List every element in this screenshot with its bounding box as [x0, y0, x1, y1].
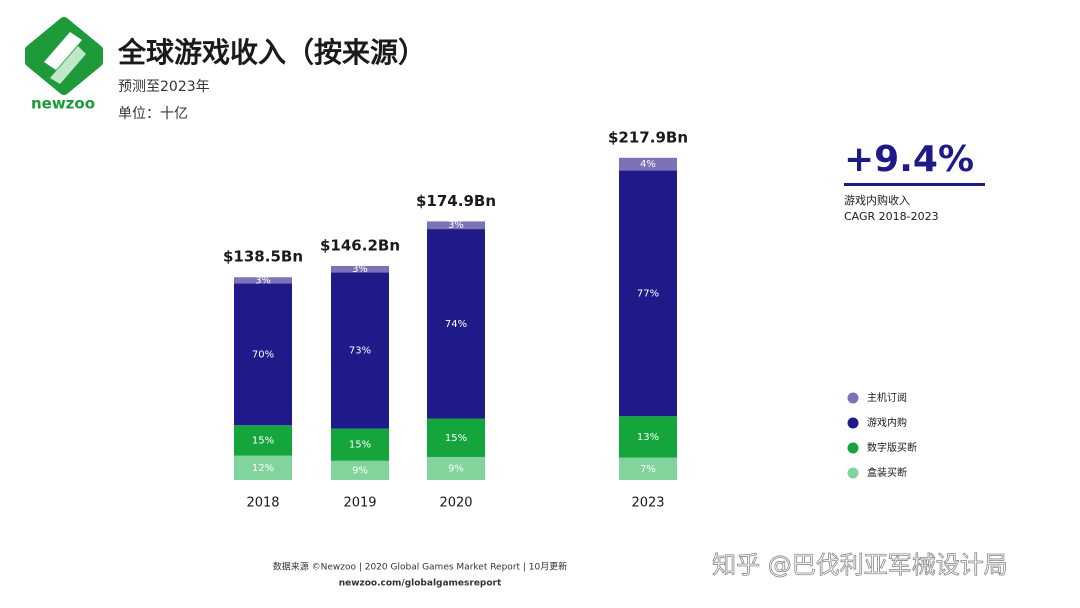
bar-segment [234, 455, 292, 480]
total-label: $138.5Bn [223, 248, 303, 266]
bar-segment [427, 229, 485, 419]
total-label: $146.2Bn [320, 236, 400, 254]
subtitle: 预测至2023年 [118, 79, 210, 95]
bar-segment [619, 157, 677, 171]
bar-segment [234, 277, 292, 284]
bar-segment [331, 428, 389, 461]
total-label: $174.9Bn [416, 192, 496, 210]
legend-swatch [847, 392, 859, 404]
segment-label: 15% [349, 440, 371, 451]
watermark: 知乎 @巴伐利亚军械设计局 [712, 551, 1008, 579]
legend-swatch [847, 417, 859, 429]
bar-segment [234, 283, 292, 426]
total-label: $217.9Bn [608, 128, 688, 146]
segment-label: 12% [252, 463, 274, 474]
segment-label: 7% [640, 464, 656, 475]
legend-label: 盒装买断 [867, 466, 907, 479]
segment-label: 15% [252, 435, 274, 446]
x-tick-label: 2023 [631, 496, 664, 511]
logo: newzoo [25, 17, 103, 113]
source-url: newzoo.com/globalgamesreport [339, 579, 502, 589]
segment-label: 3% [352, 264, 368, 275]
legend-label: 数字版买断 [867, 441, 917, 454]
segment-label: 15% [445, 433, 467, 444]
bar-segment [427, 456, 485, 480]
legend-label: 游戏内购 [867, 416, 907, 429]
x-tick-label: 2020 [439, 496, 472, 511]
unit: 单位：十亿 [118, 106, 188, 122]
segment-label: 70% [252, 349, 274, 360]
x-tick-label: 2018 [246, 496, 279, 511]
bar-segment [619, 170, 677, 417]
source: 数据来源 ©Newzoo | 2020 Global Games Market … [273, 561, 568, 573]
title: 全球游戏收入（按来源） [117, 36, 426, 69]
segment-label: 74% [445, 319, 467, 330]
callout-label: 游戏内购收入 [844, 193, 910, 207]
segment-label: 3% [448, 220, 464, 231]
bar-segment [619, 416, 677, 458]
legend-swatch [847, 442, 859, 454]
x-tick-label: 2019 [343, 496, 376, 511]
bar-segment [234, 425, 292, 456]
callout-value: +9.4% [844, 139, 974, 180]
logo-stripe [50, 46, 86, 84]
segment-label: 9% [352, 465, 368, 476]
segment-label: 77% [637, 288, 659, 299]
bar-segment [427, 418, 485, 457]
segment-label: 4% [640, 159, 656, 170]
logo-text: newzoo [31, 95, 95, 113]
legend-swatch [847, 467, 859, 479]
logo-stripe [44, 32, 82, 70]
segment-label: 3% [255, 275, 271, 286]
callout-rule [844, 183, 985, 186]
bar-segment [331, 265, 389, 273]
legend-label: 主机订阅 [867, 391, 907, 404]
bar-segment [331, 460, 389, 480]
callout-sublabel: CAGR 2018-2023 [844, 210, 939, 223]
segment-label: 73% [349, 346, 371, 357]
bar-segment [427, 221, 485, 230]
segment-label: 9% [448, 463, 464, 474]
segment-label: 13% [637, 432, 659, 443]
bar-segment [331, 272, 389, 429]
bar-segment [619, 457, 677, 480]
